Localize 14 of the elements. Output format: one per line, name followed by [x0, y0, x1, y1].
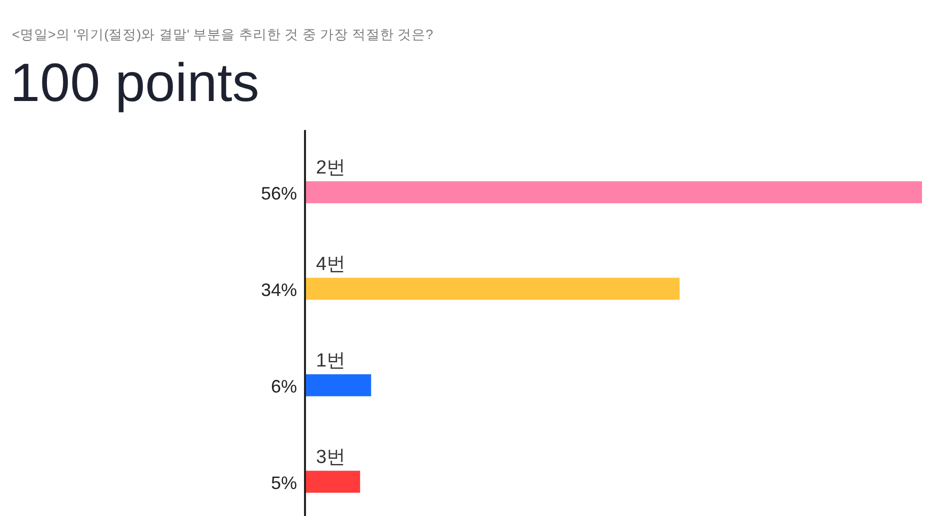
data-label: 6% — [270, 376, 297, 396]
y-tick-label: 4번 — [316, 254, 346, 275]
y-tick-label: 2번 — [316, 157, 346, 178]
chart-subtitle: <명일>의 '위기(절정)와 결말' 부분을 추리한 것 중 가장 적절한 것은? — [12, 27, 434, 42]
chart-title: 100 points — [10, 53, 260, 113]
data-label: 5% — [270, 472, 297, 493]
y-tick-label: 1번 — [316, 350, 346, 372]
bar — [305, 181, 922, 204]
bar — [305, 278, 680, 300]
y-tick-label: 3번 — [316, 446, 346, 468]
bar — [305, 470, 360, 493]
bar — [305, 374, 372, 396]
data-label: 56% — [260, 183, 297, 204]
data-label: 34% — [260, 280, 297, 300]
